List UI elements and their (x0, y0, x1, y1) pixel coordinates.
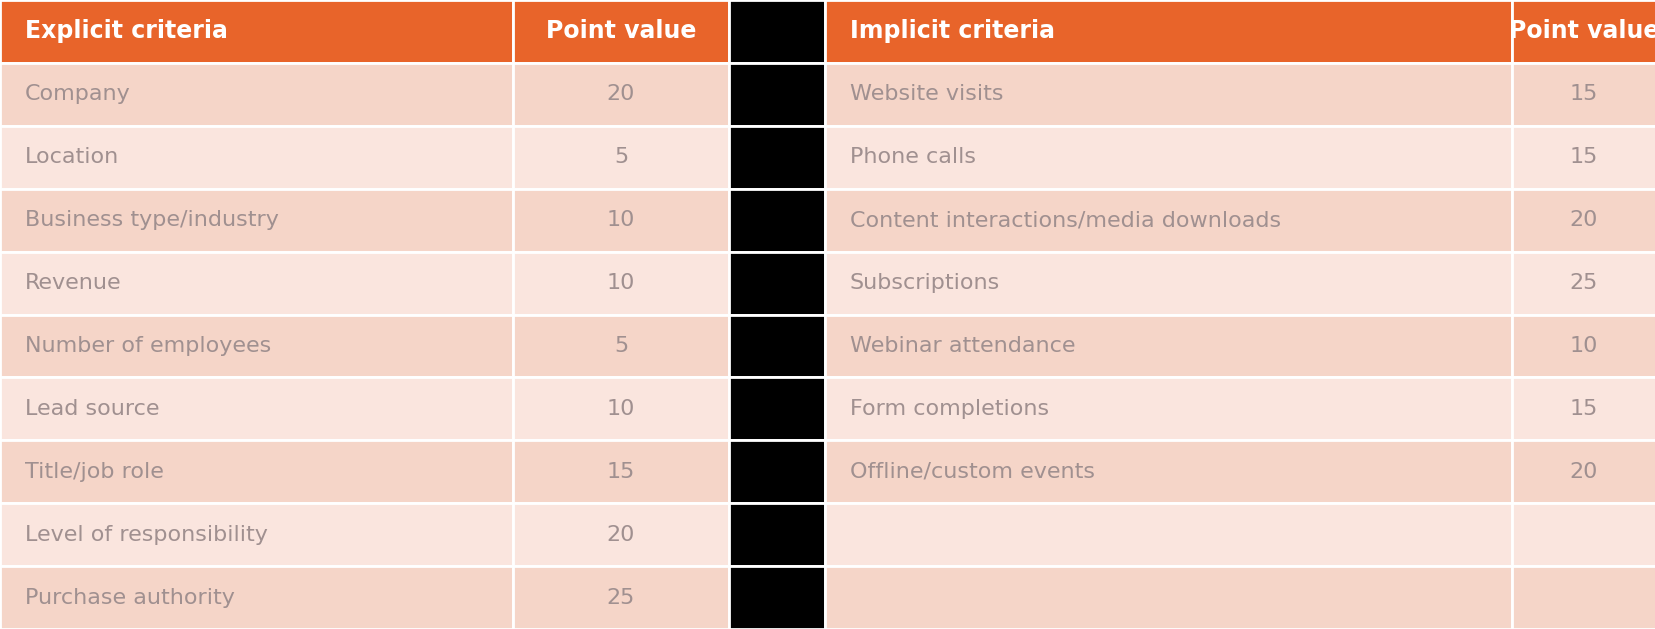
Text: 15: 15 (606, 462, 636, 482)
Bar (824, 377, 1511, 440)
Bar (824, 126, 1511, 189)
Bar (728, 189, 824, 252)
Text: Title/job role: Title/job role (25, 462, 164, 482)
Bar (728, 377, 824, 440)
Bar (1511, 252, 1655, 314)
Text: 20: 20 (606, 525, 636, 545)
Bar (513, 126, 728, 189)
Bar (1511, 566, 1655, 629)
Bar (824, 252, 1511, 314)
Bar (513, 503, 728, 566)
Text: 15: 15 (1569, 147, 1597, 167)
Text: 20: 20 (606, 84, 636, 104)
Bar (513, 566, 728, 629)
Text: 25: 25 (606, 587, 636, 608)
Text: Level of responsibility: Level of responsibility (25, 525, 268, 545)
Text: 10: 10 (606, 399, 636, 419)
Text: Point value: Point value (1508, 19, 1655, 43)
Bar (0, 377, 513, 440)
Bar (824, 566, 1511, 629)
Bar (728, 503, 824, 566)
Text: Webinar attendance: Webinar attendance (849, 336, 1074, 356)
Bar (728, 314, 824, 377)
Text: Subscriptions: Subscriptions (849, 273, 1000, 293)
Bar (728, 566, 824, 629)
Text: 20: 20 (1569, 462, 1597, 482)
Text: Implicit criteria: Implicit criteria (849, 19, 1054, 43)
Bar (728, 252, 824, 314)
Text: 20: 20 (1569, 210, 1597, 230)
Bar (513, 252, 728, 314)
Bar (513, 0, 728, 63)
Bar (824, 63, 1511, 126)
Bar (0, 63, 513, 126)
Bar (0, 0, 513, 63)
Bar (0, 189, 513, 252)
Text: Point value: Point value (546, 19, 695, 43)
Bar (728, 126, 824, 189)
Bar (0, 126, 513, 189)
Text: Number of employees: Number of employees (25, 336, 271, 356)
Bar (513, 440, 728, 503)
Bar (824, 314, 1511, 377)
Text: Lead source: Lead source (25, 399, 159, 419)
Text: Content interactions/media downloads: Content interactions/media downloads (849, 210, 1279, 230)
Bar (0, 503, 513, 566)
Bar (513, 189, 728, 252)
Text: 10: 10 (606, 273, 636, 293)
Text: 5: 5 (614, 147, 627, 167)
Bar (824, 0, 1511, 63)
Text: 5: 5 (614, 336, 627, 356)
Bar (0, 314, 513, 377)
Bar (728, 63, 824, 126)
Bar (1511, 377, 1655, 440)
Bar (728, 0, 824, 63)
Bar (0, 566, 513, 629)
Bar (1511, 314, 1655, 377)
Text: Offline/custom events: Offline/custom events (849, 462, 1094, 482)
Text: Company: Company (25, 84, 131, 104)
Text: 15: 15 (1569, 399, 1597, 419)
Bar (824, 440, 1511, 503)
Bar (0, 252, 513, 314)
Text: Website visits: Website visits (849, 84, 1003, 104)
Bar (824, 503, 1511, 566)
Text: Revenue: Revenue (25, 273, 121, 293)
Text: Explicit criteria: Explicit criteria (25, 19, 228, 43)
Text: 10: 10 (1569, 336, 1597, 356)
Bar (1511, 440, 1655, 503)
Text: Purchase authority: Purchase authority (25, 587, 235, 608)
Bar (0, 440, 513, 503)
Text: Business type/industry: Business type/industry (25, 210, 278, 230)
Text: Form completions: Form completions (849, 399, 1048, 419)
Text: Phone calls: Phone calls (849, 147, 975, 167)
Bar (1511, 189, 1655, 252)
Text: 15: 15 (1569, 84, 1597, 104)
Bar (1511, 503, 1655, 566)
Bar (513, 314, 728, 377)
Bar (1511, 126, 1655, 189)
Text: 25: 25 (1569, 273, 1597, 293)
Text: 10: 10 (606, 210, 636, 230)
Text: Location: Location (25, 147, 119, 167)
Bar (513, 63, 728, 126)
Bar (513, 377, 728, 440)
Bar (1511, 63, 1655, 126)
Bar (728, 440, 824, 503)
Bar (824, 189, 1511, 252)
Bar (1511, 0, 1655, 63)
